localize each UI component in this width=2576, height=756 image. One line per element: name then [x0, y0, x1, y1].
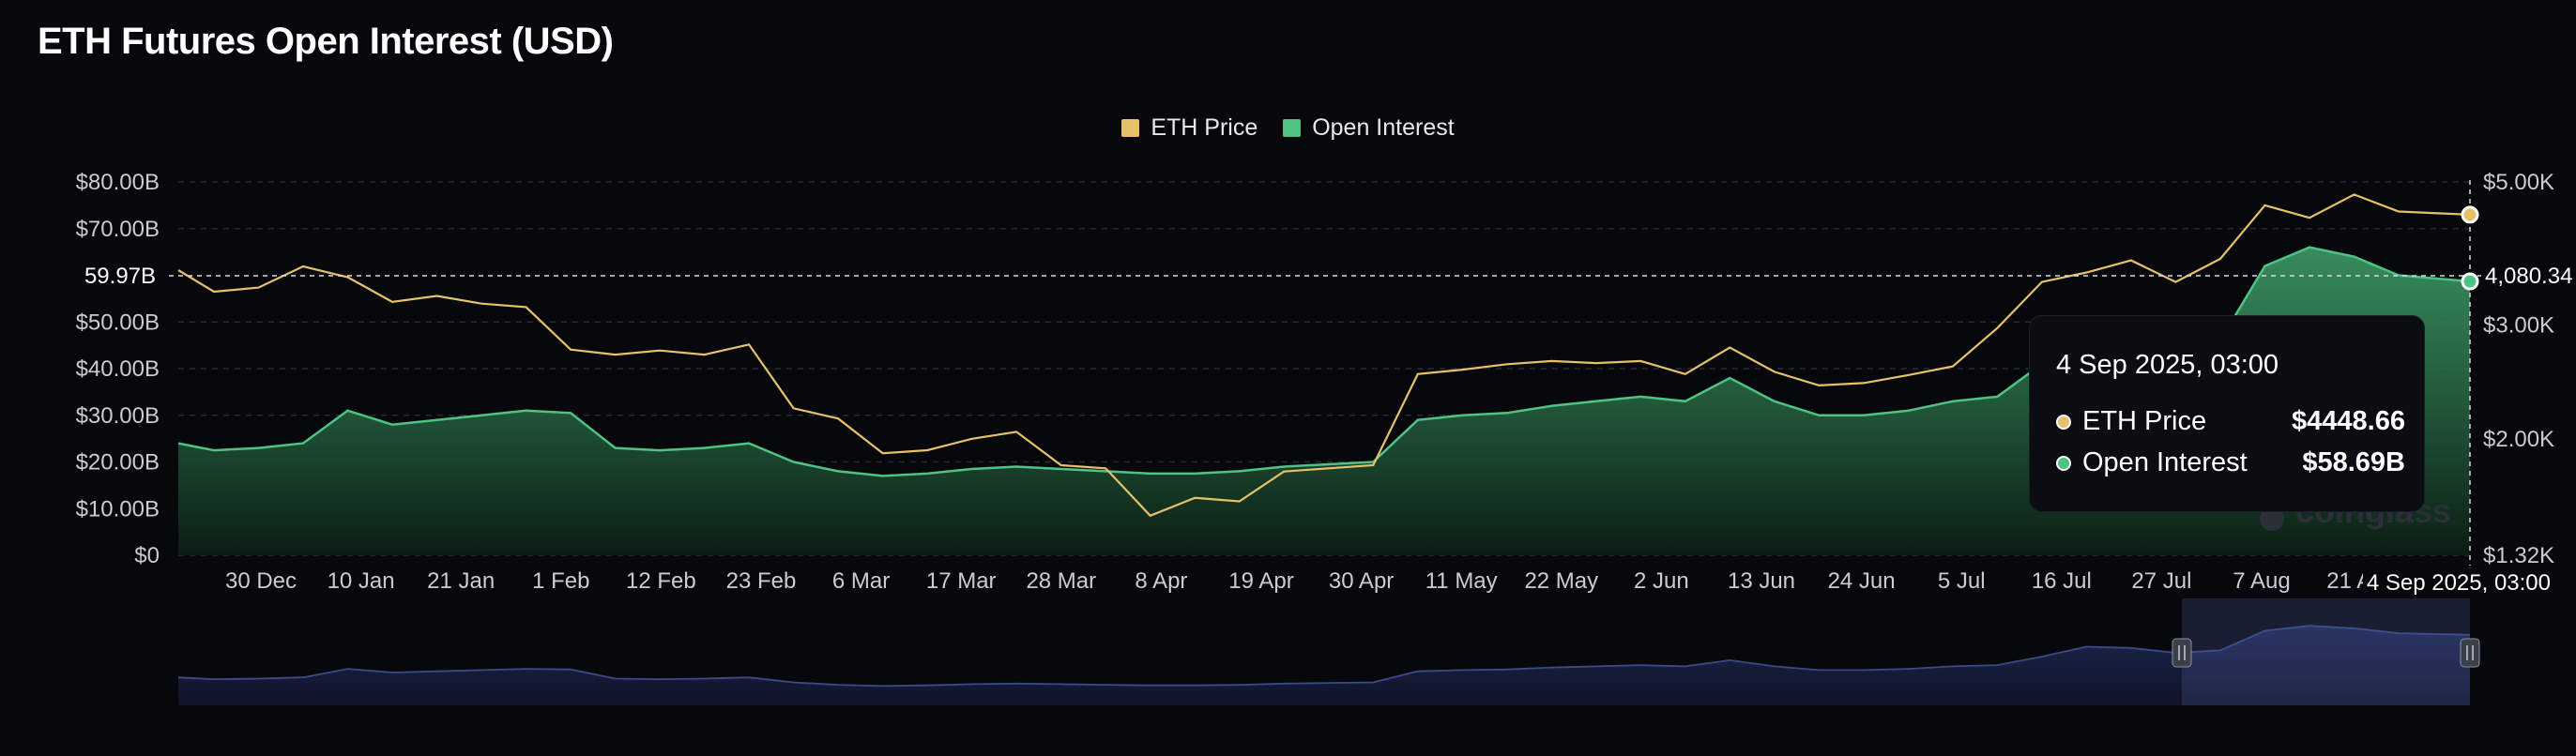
oi-marker: [2461, 272, 2479, 291]
y-left-tick-label: $20.00B: [76, 450, 160, 476]
y-axis-right: $5.00K $3.00K $2.00K $1.32K: [2483, 170, 2554, 568]
crosshair-left-box: [75, 258, 165, 294]
navigator-handle-right: [2460, 638, 2480, 668]
navigator-area: [178, 626, 2470, 705]
x-axis: 30 Dec 10 Jan 21 Jan 1 Feb 12 Feb 23 Feb 6 Mar…: [225, 568, 2397, 594]
navigator[interactable]: [177, 598, 2480, 705]
x-tick-label: 21 Jan: [427, 568, 495, 594]
y-right-tick-label: $5.00K: [2483, 170, 2554, 195]
tooltip-value: $58.69B: [2302, 447, 2405, 477]
navigator-line: [177, 625, 2471, 688]
legend-swatch-open-interest: [1283, 119, 1302, 137]
x-tick-label: 2 Jun: [1634, 568, 1689, 594]
tooltip-name: ETH Price: [2082, 406, 2207, 436]
legend-swatch-eth-price: [1121, 119, 1140, 137]
y-right-tick-label: $1.32K: [2483, 543, 2554, 568]
tooltip-value: $4448.66: [2292, 406, 2405, 436]
tooltip-dot-open-interest: [2056, 455, 2071, 471]
x-tick-label: 11 May: [1425, 568, 1498, 594]
x-tick-label: 23 Feb: [726, 568, 797, 594]
x-tick-label: 24 Jun: [1828, 568, 1896, 594]
x-tick-label: 19 Apr: [1228, 568, 1293, 594]
x-tick-label: 7 Aug: [2233, 568, 2290, 594]
legend: ETH Price Open Interest: [0, 114, 2576, 144]
x-tick-label: 12 Feb: [626, 568, 696, 594]
y-left-tick-label: $10.00B: [76, 496, 160, 522]
navigator-selection: [2182, 598, 2470, 705]
crosshair-x-label: 4 Sep 2025, 03:00: [2367, 570, 2551, 596]
y-left-tick-label: $70.00B: [76, 217, 160, 242]
chart-title: ETH Futures Open Interest (USD): [38, 21, 614, 62]
y-left-tick-label: $50.00B: [76, 310, 160, 335]
legend-label-eth-price: ETH Price: [1151, 114, 1258, 141]
tooltip-dot-eth-price: [2056, 414, 2071, 430]
x-tick-label: 30 Dec: [225, 568, 297, 594]
legend-label-open-interest: Open Interest: [1312, 114, 1455, 141]
y-left-tick-label: $40.00B: [76, 356, 160, 382]
y-right-tick-label: $2.00K: [2483, 427, 2554, 452]
legend-item-eth-price[interactable]: ETH Price: [1121, 114, 1258, 142]
eth-price-line: [177, 193, 2471, 518]
y-left-tick-label: $30.00B: [76, 403, 160, 429]
x-tick-label: 22 May: [1524, 568, 1598, 594]
x-tick-label: 8 Apr: [1135, 568, 1187, 594]
crosshair-left-label: 59.97B: [84, 264, 156, 289]
tooltip-row-eth-price: ETH Price $4448.66: [2056, 406, 2405, 437]
x-tick-label: 5 Jul: [1938, 568, 1986, 594]
crosshair-x-box: [2363, 566, 2565, 599]
x-tick-label: 30 Apr: [1329, 568, 1394, 594]
eth-price-marker: [2461, 205, 2479, 224]
navigator-handle-left: [2172, 638, 2192, 668]
y-left-tick-label: $0: [134, 543, 160, 568]
crosshair: 59.97B 4,080.34 4 Sep 2025, 03:00: [75, 180, 2572, 599]
x-tick-label: 16 Jul: [2032, 568, 2092, 594]
x-tick-label: 13 Jun: [1728, 568, 1795, 594]
oi-area: [178, 247, 2470, 555]
tooltip-name: Open Interest: [2082, 447, 2248, 477]
x-tick-label: 27 Jul: [2131, 568, 2191, 594]
tooltip-date: 4 Sep 2025, 03:00: [2056, 350, 2279, 380]
y-right-tick-label: $3.00K: [2483, 313, 2554, 339]
y-axis-left: $80.00B $70.00B $50.00B $40.00B $30.00B $20.0…: [76, 170, 160, 568]
x-tick-label: 10 Jan: [328, 568, 395, 594]
x-tick-label: 6 Mar: [832, 568, 890, 594]
x-tick-label: 1 Feb: [532, 568, 589, 594]
tooltip-row-open-interest: Open Interest $58.69B: [2056, 447, 2405, 478]
x-tick-label: 17 Mar: [926, 568, 997, 594]
crosshair-right-label: 4,080.34: [2485, 264, 2572, 289]
x-tick-label: 28 Mar: [1026, 568, 1096, 594]
y-left-tick-label: $80.00B: [76, 170, 160, 195]
tooltip: 4 Sep 2025, 03:00 ETH Price $4448.66 Ope…: [2029, 315, 2425, 512]
legend-item-open-interest[interactable]: Open Interest: [1283, 114, 1455, 142]
